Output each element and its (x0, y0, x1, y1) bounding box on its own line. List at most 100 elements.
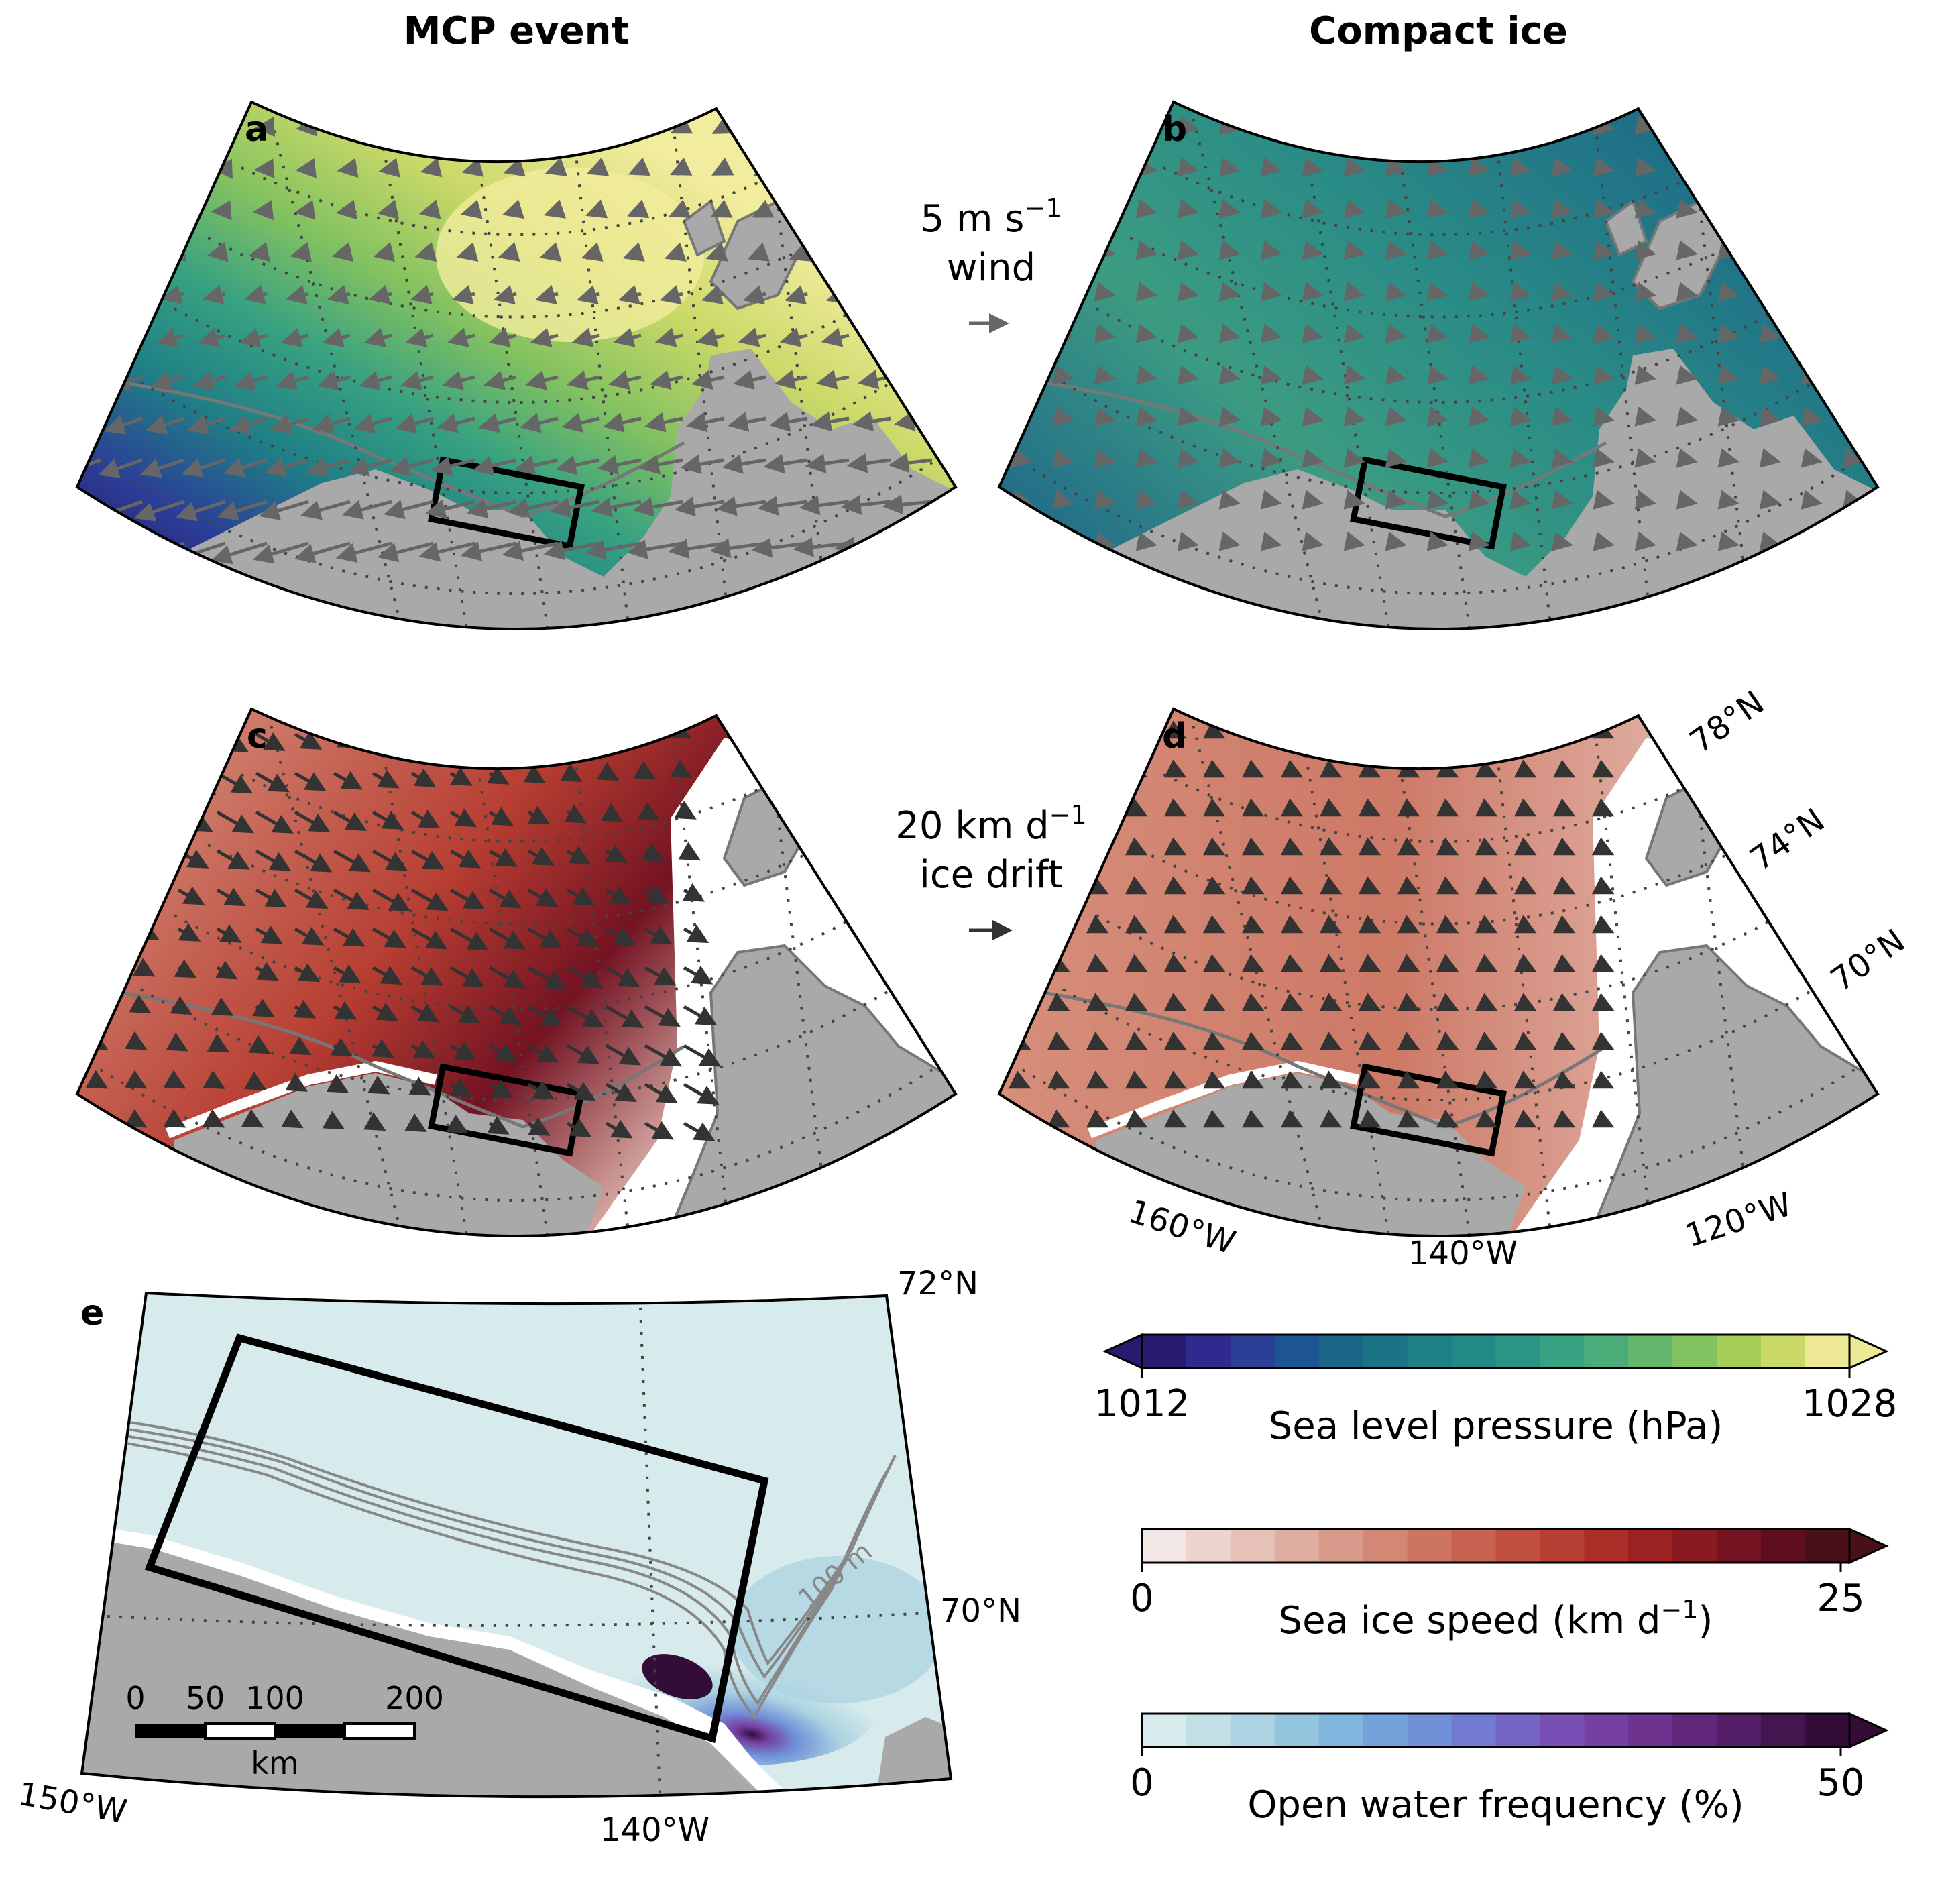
vector-arrow (1314, 335, 1320, 337)
vector-arrow (1231, 169, 1237, 170)
wind-key: 5 m s−1 wind (921, 193, 1062, 323)
vector-arrow (1314, 377, 1320, 378)
vector-arrow (1522, 335, 1528, 337)
vector-arrow (840, 127, 849, 133)
vector-arrow (1064, 294, 1071, 295)
vector-arrow (1729, 211, 1736, 212)
vector-arrow (839, 169, 849, 175)
vector-arrow (1729, 502, 1736, 503)
vector-arrow (1189, 418, 1196, 420)
lon-label-150w: 150°W (15, 1775, 129, 1831)
vector-arrow (1023, 377, 1029, 378)
colorbar-swatch (1628, 1529, 1673, 1563)
vector-arrow (1147, 127, 1154, 129)
colorbar-max-label: 50 (1817, 1761, 1864, 1805)
lon-label-140w: 140°W (600, 1811, 709, 1849)
vector-arrow (490, 734, 502, 742)
vector-arrow (424, 127, 433, 129)
vector-arrow (1813, 377, 1819, 378)
lat-label-70n: 70°N (1824, 922, 1912, 999)
vector-arrow (645, 734, 650, 737)
colorbar-swatch (1363, 1335, 1408, 1368)
vector-arrow (1563, 543, 1570, 545)
vector-arrow (341, 127, 350, 129)
vector-arrow (1023, 294, 1029, 295)
drift-key: 20 km d−1 ice drift (895, 800, 1086, 930)
vector-arrow (1189, 211, 1196, 212)
vector-arrow (1064, 211, 1071, 212)
vector-arrow (866, 335, 891, 341)
vector-arrow (1522, 377, 1528, 378)
vector-arrow (1355, 502, 1362, 503)
colorbar-swatch (1540, 1714, 1585, 1747)
vector-arrow (1355, 294, 1362, 295)
vector-arrow (139, 851, 165, 865)
vector-arrow (1854, 294, 1861, 295)
vector-arrow (339, 211, 350, 213)
lat-label-78n: 78°N (1683, 684, 1771, 761)
vector-arrow (1062, 734, 1067, 737)
vector-arrow (217, 1123, 222, 1126)
colorbar-swatch (1275, 1335, 1320, 1368)
vector-arrow (1397, 460, 1404, 461)
vector-arrow (91, 168, 101, 169)
vector-arrow (1522, 252, 1528, 254)
vector-arrow (1231, 502, 1237, 503)
colorbar-swatch (1142, 1529, 1187, 1563)
vector-arrow (216, 127, 225, 128)
panel-b: b (992, 94, 1891, 657)
vector-arrow (1147, 377, 1154, 378)
vector-arrow (1295, 734, 1300, 737)
vector-arrow (1147, 211, 1154, 212)
vector-arrow (465, 127, 475, 130)
vector-arrow (1272, 211, 1279, 212)
vector-arrow (48, 543, 101, 563)
colorbar-swatch (1363, 1529, 1408, 1563)
vector-arrow (1480, 169, 1487, 170)
vector-arrow (1522, 460, 1528, 461)
vector-arrow (1813, 127, 1819, 129)
vector-arrow (1729, 418, 1736, 420)
colorbar-swatch (1584, 1529, 1629, 1563)
colorbar-swatch (1717, 1529, 1762, 1563)
vector-arrow (1272, 418, 1279, 420)
colorbar-swatch (1761, 1529, 1806, 1563)
vector-arrow (1100, 734, 1106, 737)
colorbar-swatch (1231, 1714, 1275, 1747)
vector-arrow (1688, 502, 1695, 503)
vector-arrow (1480, 418, 1487, 420)
scalebar-unit: km (251, 1745, 298, 1781)
vector-arrow (299, 127, 308, 129)
vector-arrow (1729, 294, 1736, 295)
vector-arrow (1106, 211, 1112, 212)
vector-arrow (1106, 418, 1112, 420)
vector-arrow (507, 127, 516, 131)
vector-arrow (1062, 773, 1067, 776)
vector-arrow (1646, 502, 1653, 503)
drift-key-exponent: −1 (1049, 800, 1087, 830)
vector-arrow (1023, 127, 1029, 129)
drift-key-unit: 20 km d (895, 804, 1049, 848)
svg-text:20 km d−1: 20 km d−1 (895, 800, 1086, 848)
vector-arrow (1397, 377, 1404, 378)
vector-arrow (1314, 543, 1320, 545)
vector-arrow (1854, 543, 1861, 545)
vector-arrow (1771, 211, 1778, 212)
vector-arrow (101, 773, 132, 791)
vector-arrow (1522, 169, 1528, 170)
vector-arrow (1189, 169, 1196, 170)
vector-arrow (1567, 734, 1573, 737)
vector-arrow (139, 890, 161, 902)
panel-label: a (245, 109, 268, 150)
scalebar-tick-50: 50 (186, 1680, 225, 1716)
vector-arrow (1771, 502, 1778, 503)
vector-arrow (1646, 460, 1653, 461)
vector-arrow (1272, 460, 1279, 461)
vector-arrow (85, 252, 101, 254)
vector-arrow (66, 418, 101, 431)
vector-arrow (1480, 502, 1487, 503)
colorbar-swatch (1672, 1335, 1717, 1368)
colorbar-swatch (1142, 1335, 1187, 1368)
vector-arrow (1771, 418, 1778, 420)
